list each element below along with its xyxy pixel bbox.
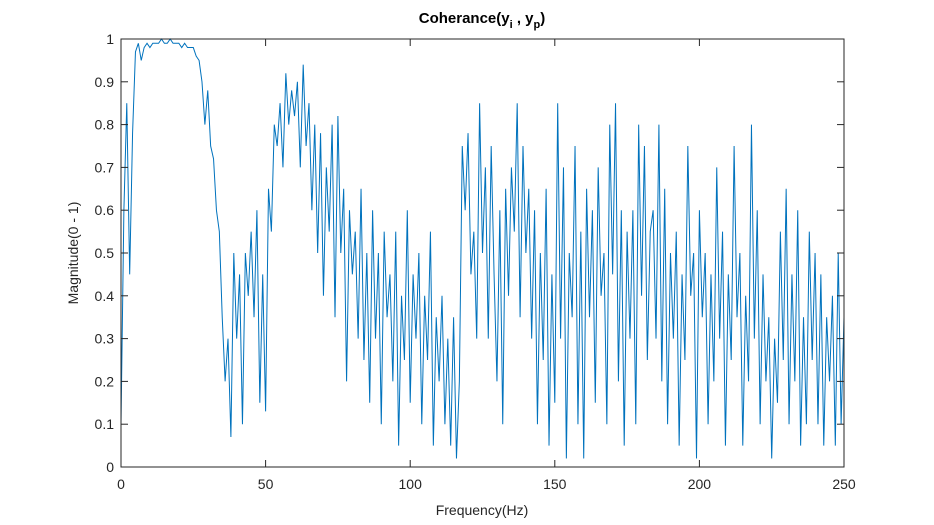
y-tick-label: 0.2: [95, 373, 115, 389]
title-part: ): [540, 10, 545, 27]
x-axis-label: Frequency(Hz): [436, 502, 529, 518]
y-axis-label: Magnitude(0 - 1): [65, 202, 81, 305]
y-tick-label: 0: [106, 459, 114, 475]
x-tick-label: 100: [399, 476, 423, 492]
y-tick-label: 0.9: [95, 74, 115, 90]
x-tick-label: 0: [117, 476, 125, 492]
y-tick-label: 0.1: [95, 416, 115, 432]
chart-title: Coherance(yi , yp): [419, 10, 546, 31]
title-subscript: p: [534, 19, 541, 31]
y-tick-label: 0.8: [95, 117, 115, 133]
title-part: Coherance(y: [419, 10, 511, 27]
y-tick-label: 0.4: [95, 288, 115, 304]
y-tick-label: 1: [106, 31, 114, 47]
y-tick-label: 0.7: [95, 159, 115, 175]
x-tick-label: 50: [258, 476, 274, 492]
y-tick-label: 0.6: [95, 202, 115, 218]
x-tick-label: 150: [543, 476, 567, 492]
y-tick-label: 0.5: [95, 245, 115, 261]
x-tick-label: 250: [832, 476, 856, 492]
x-tick-label: 200: [688, 476, 712, 492]
title-subscript: i: [510, 19, 513, 31]
y-tick-label: 0.3: [95, 331, 115, 347]
data-line: [120, 38, 845, 459]
title-part: , y: [513, 10, 535, 27]
